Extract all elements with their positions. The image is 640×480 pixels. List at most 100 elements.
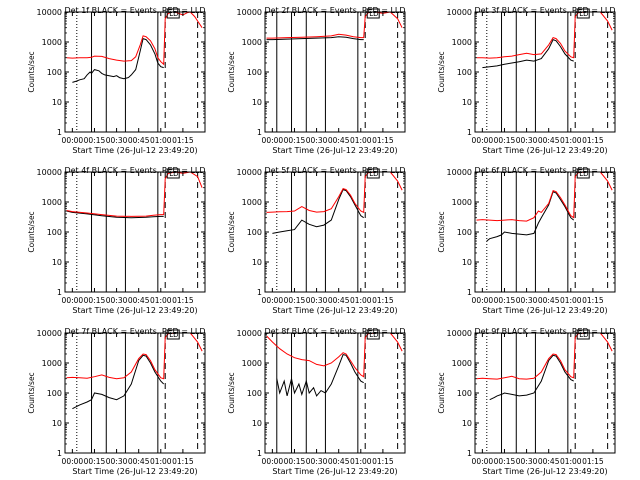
y-tick-label: 10000 [237,329,262,338]
x-tick-label: 01:00 [560,457,582,466]
plot-frame [474,332,616,454]
x-tick-label: 00:15 [284,296,306,305]
y-tick-label: 1000 [242,359,262,368]
plot-frame [474,11,616,133]
x-tick-label: 00:00 [262,296,284,305]
annotation-box [576,8,590,19]
y-tick-label: 100 [457,228,472,237]
x-tick-label: 00:00 [262,136,284,145]
series-events [482,38,574,69]
x-tick-label: 01:15 [172,296,194,305]
x-tick-label: 01:00 [560,136,582,145]
annotation-label: LD [369,331,378,339]
y-tick-label: 1000 [242,198,262,207]
x-tick-label: 00:30 [516,457,538,466]
x-tick-label: 00:15 [84,296,106,305]
series-lld [476,11,613,59]
y-tick-label: 1 [257,128,262,137]
y-tick-label: 100 [47,389,62,398]
x-tick-label: 00:30 [516,296,538,305]
plot-frame [64,332,206,454]
y-axis-label: Counts/sec [227,372,236,413]
plot-frame [264,171,406,293]
y-tick-label: 10 [52,98,62,107]
plot-frame [264,332,406,454]
x-tick-label: 00:45 [538,136,560,145]
plot-frame [264,11,406,133]
panel-title: Det 7f BLACK = Events, RED = LLD [64,327,205,336]
y-tick-label: 100 [247,389,262,398]
panel-title: Det 9f BLACK = Events, RED = LLD [474,327,615,336]
series-events [266,36,364,41]
x-tick-label: 00:30 [306,296,328,305]
annotation-box [166,168,180,179]
y-tick-label: 10 [462,98,472,107]
plot-frame [64,171,206,293]
x-tick-label: 01:00 [150,457,172,466]
x-tick-label: 00:30 [306,136,328,145]
series-lld [66,171,203,217]
x-tick-label: 00:00 [62,457,84,466]
panel-title: Det 1f BLACK = Events, RED = LLD [64,6,205,15]
x-tick-label: 00:30 [106,457,128,466]
x-tick-label: 00:00 [262,457,284,466]
x-tick-label: 00:15 [284,457,306,466]
x-tick-label: 00:30 [106,296,128,305]
y-tick-label: 1 [257,449,262,458]
x-tick-label: 01:15 [582,296,604,305]
y-tick-label: 10000 [37,8,62,17]
x-tick-label: 01:00 [350,136,372,145]
y-tick-label: 10 [252,98,262,107]
y-tick-label: 10000 [237,168,262,177]
x-tick-label: 00:00 [62,296,84,305]
series-lld [66,332,203,380]
annotation-box [166,329,180,340]
series-events [489,354,574,401]
x-tick-label: 01:00 [350,457,372,466]
annotation-label: LD [579,10,588,18]
x-axis-label: Start Time (26-Jul-12 23:49:20) [72,146,197,155]
y-tick-label: 1000 [42,198,62,207]
x-tick-label: 01:15 [172,136,194,145]
y-axis-label: Counts/sec [437,211,446,252]
y-tick-label: 1000 [452,198,472,207]
y-tick-label: 10000 [447,8,472,17]
x-tick-label: 00:45 [538,457,560,466]
x-tick-label: 01:15 [172,457,194,466]
panel-title: Det 8f BLACK = Events, RED = LLD [264,327,405,336]
annotation-box [366,8,380,19]
annotation-box [166,8,180,19]
y-axis-label: Counts/sec [437,51,446,92]
series-lld [266,171,403,214]
x-axis-label: Start Time (26-Jul-12 23:49:20) [272,306,397,315]
plot-frame [474,171,616,293]
series-lld [476,171,613,222]
x-tick-label: 01:00 [150,136,172,145]
y-axis-label: Counts/sec [227,211,236,252]
x-tick-label: 00:45 [128,296,150,305]
x-tick-label: 01:00 [560,296,582,305]
panel-title: Det 5f BLACK = Events, RED = LLD [264,166,405,175]
series-lld [266,11,403,39]
x-axis-label: Start Time (26-Jul-12 23:49:20) [272,467,397,476]
y-axis-label: Counts/sec [27,372,36,413]
y-tick-label: 1 [57,449,62,458]
panel-title: Det 3f BLACK = Events, RED = LLD [474,6,615,15]
x-tick-label: 00:30 [306,457,328,466]
plot-frame [64,11,206,133]
x-tick-label: 00:15 [494,457,516,466]
series-lld [66,11,203,66]
x-axis-label: Start Time (26-Jul-12 23:49:20) [272,146,397,155]
y-axis-label: Counts/sec [227,51,236,92]
annotation-label: LD [369,10,378,18]
annotation-label: LD [169,170,178,178]
y-tick-label: 1 [467,128,472,137]
annotation-label: LD [579,170,588,178]
annotation-label: LD [369,170,378,178]
